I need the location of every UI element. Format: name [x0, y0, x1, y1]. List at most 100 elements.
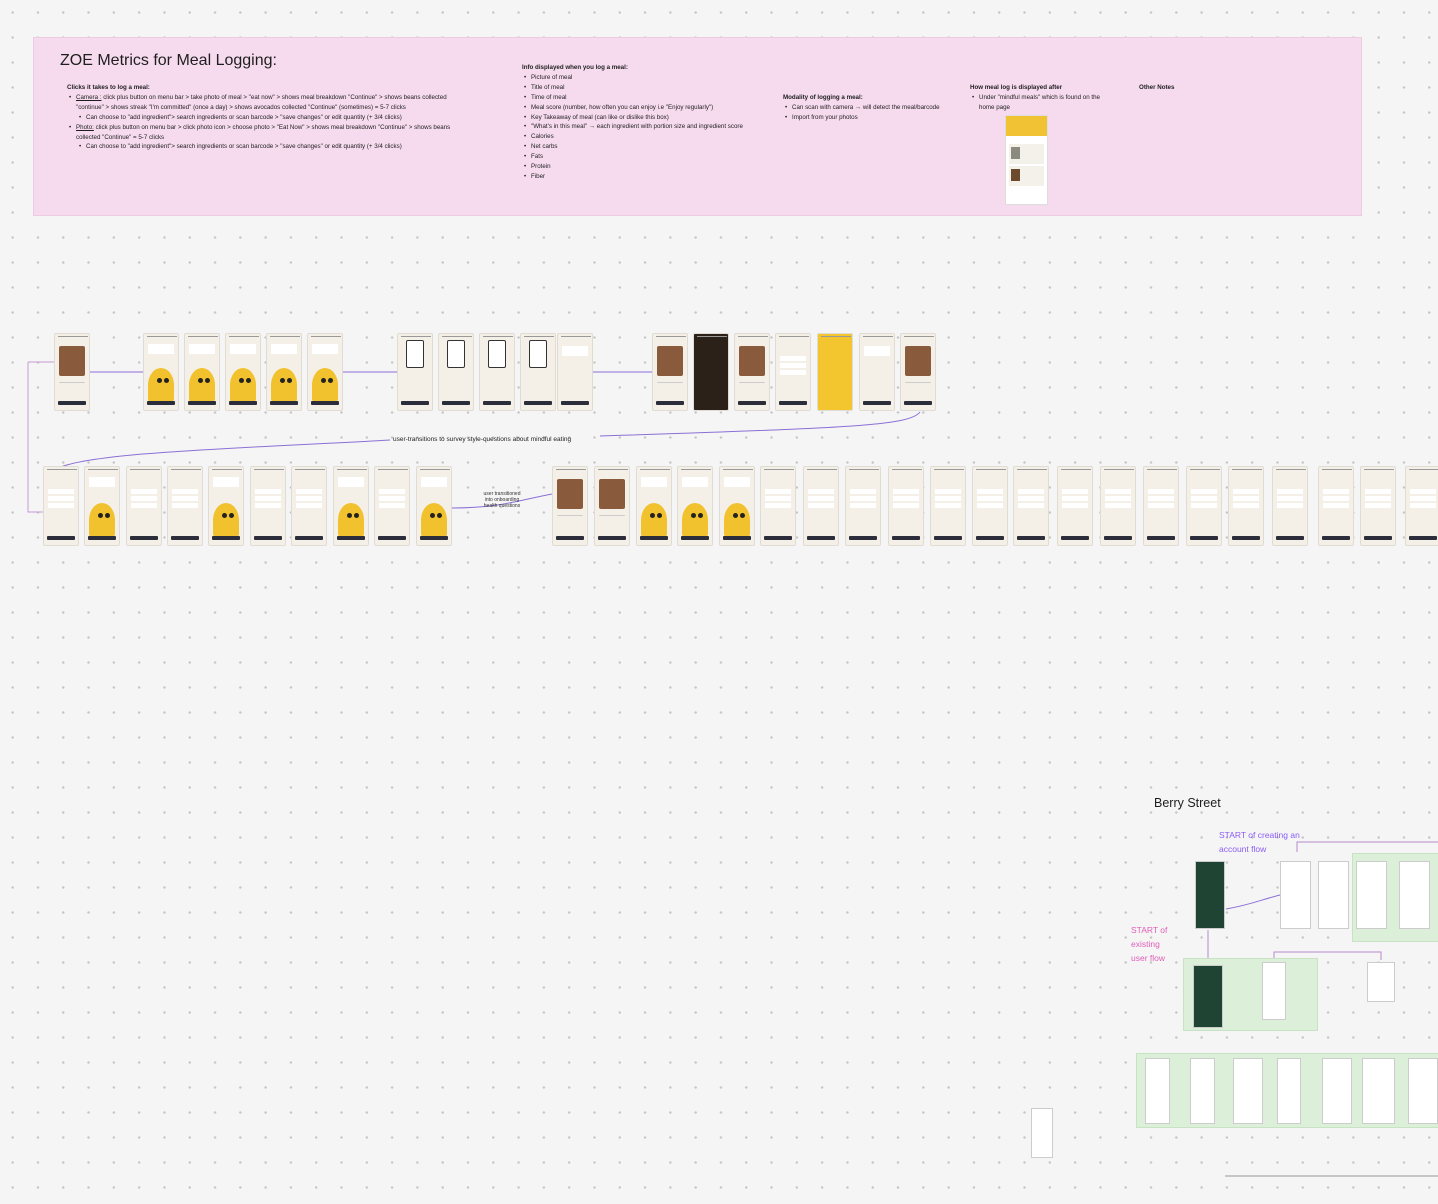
- berry-screen-frame[interactable]: [1318, 861, 1349, 929]
- continue-button[interactable]: [807, 536, 835, 540]
- app-screen-frame[interactable]: [84, 466, 120, 546]
- app-screen-frame[interactable]: [845, 466, 881, 546]
- berry-screen-frame[interactable]: [1262, 962, 1286, 1020]
- continue-button[interactable]: [442, 401, 470, 405]
- app-screen-frame[interactable]: [930, 466, 966, 546]
- continue-button[interactable]: [863, 401, 891, 405]
- continue-button[interactable]: [147, 401, 175, 405]
- app-screen-frame[interactable]: [374, 466, 410, 546]
- app-screen-frame[interactable]: [552, 466, 588, 546]
- continue-button[interactable]: [1322, 536, 1350, 540]
- continue-button[interactable]: [337, 536, 365, 540]
- app-screen-frame[interactable]: [291, 466, 327, 546]
- continue-button[interactable]: [764, 536, 792, 540]
- app-screen-frame[interactable]: [126, 466, 162, 546]
- app-screen-frame[interactable]: [1405, 466, 1438, 546]
- continue-button[interactable]: [212, 536, 240, 540]
- app-screen-frame[interactable]: [803, 466, 839, 546]
- berry-screen-frame[interactable]: [1193, 965, 1223, 1028]
- app-screen-frame[interactable]: [266, 333, 302, 411]
- berry-screen-frame[interactable]: [1277, 1058, 1301, 1124]
- app-screen-frame[interactable]: [307, 333, 343, 411]
- continue-button[interactable]: [58, 401, 86, 405]
- continue-button[interactable]: [229, 401, 257, 405]
- continue-button[interactable]: [401, 401, 429, 405]
- app-screen-frame[interactable]: [479, 333, 515, 411]
- app-screen-frame[interactable]: [416, 466, 452, 546]
- app-screen-frame[interactable]: [677, 466, 713, 546]
- app-screen-frame[interactable]: [225, 333, 261, 411]
- app-screen-frame[interactable]: [143, 333, 179, 411]
- app-screen-frame[interactable]: [1318, 466, 1354, 546]
- berry-screen-frame[interactable]: [1190, 1058, 1215, 1124]
- app-screen-frame[interactable]: [184, 333, 220, 411]
- berry-screen-frame[interactable]: [1145, 1058, 1170, 1124]
- app-screen-frame[interactable]: [972, 466, 1008, 546]
- berry-screen-frame[interactable]: [1280, 861, 1311, 929]
- continue-button[interactable]: [656, 401, 684, 405]
- app-screen-frame[interactable]: [250, 466, 286, 546]
- continue-button[interactable]: [483, 401, 511, 405]
- continue-button[interactable]: [254, 536, 282, 540]
- continue-button[interactable]: [561, 401, 589, 405]
- continue-button[interactable]: [188, 401, 216, 405]
- continue-button[interactable]: [892, 536, 920, 540]
- app-screen-frame[interactable]: [636, 466, 672, 546]
- app-screen-frame[interactable]: [859, 333, 895, 411]
- continue-button[interactable]: [849, 536, 877, 540]
- continue-button[interactable]: [934, 536, 962, 540]
- app-screen-frame[interactable]: [1360, 466, 1396, 546]
- app-screen-frame[interactable]: [397, 333, 433, 411]
- app-screen-frame[interactable]: [43, 466, 79, 546]
- app-screen-frame[interactable]: [1272, 466, 1308, 546]
- berry-screen-frame[interactable]: [1031, 1108, 1053, 1158]
- continue-button[interactable]: [378, 536, 406, 540]
- app-screen-frame[interactable]: [652, 333, 688, 411]
- continue-button[interactable]: [904, 401, 932, 405]
- app-screen-frame[interactable]: [54, 333, 90, 411]
- continue-button[interactable]: [1104, 536, 1132, 540]
- app-screen-frame[interactable]: [520, 333, 556, 411]
- app-screen-frame[interactable]: [817, 333, 853, 411]
- app-screen-frame[interactable]: [775, 333, 811, 411]
- app-screen-frame[interactable]: [734, 333, 770, 411]
- app-screen-frame[interactable]: [719, 466, 755, 546]
- app-screen-frame[interactable]: [900, 333, 936, 411]
- app-screen-frame[interactable]: [1100, 466, 1136, 546]
- continue-button[interactable]: [1364, 536, 1392, 540]
- app-screen-frame[interactable]: [1143, 466, 1179, 546]
- berry-screen-frame[interactable]: [1362, 1058, 1395, 1124]
- continue-button[interactable]: [270, 401, 298, 405]
- app-screen-frame[interactable]: [333, 466, 369, 546]
- continue-button[interactable]: [738, 401, 766, 405]
- app-screen-frame[interactable]: [208, 466, 244, 546]
- berry-screen-frame[interactable]: [1408, 1058, 1438, 1124]
- notes-sticky[interactable]: ZOE Metrics for Meal Logging: Clicks it …: [33, 37, 1362, 216]
- continue-button[interactable]: [1409, 536, 1437, 540]
- app-screen-frame[interactable]: [557, 333, 593, 411]
- continue-button[interactable]: [1147, 536, 1175, 540]
- continue-button[interactable]: [171, 536, 199, 540]
- app-screen-frame[interactable]: [167, 466, 203, 546]
- continue-button[interactable]: [976, 536, 1004, 540]
- continue-button[interactable]: [47, 536, 75, 540]
- app-screen-frame[interactable]: [1228, 466, 1264, 546]
- continue-button[interactable]: [779, 401, 807, 405]
- continue-button[interactable]: [130, 536, 158, 540]
- continue-button[interactable]: [640, 536, 668, 540]
- berry-screen-frame[interactable]: [1356, 861, 1387, 929]
- continue-button[interactable]: [681, 536, 709, 540]
- continue-button[interactable]: [1232, 536, 1260, 540]
- app-screen-frame[interactable]: [1013, 466, 1049, 546]
- berry-screen-frame[interactable]: [1322, 1058, 1352, 1124]
- app-screen-frame[interactable]: [594, 466, 630, 546]
- continue-button[interactable]: [88, 536, 116, 540]
- continue-button[interactable]: [524, 401, 552, 405]
- berry-screen-frame[interactable]: [1367, 962, 1395, 1002]
- continue-button[interactable]: [1061, 536, 1089, 540]
- berry-screen-frame[interactable]: [1195, 861, 1225, 929]
- continue-button[interactable]: [1190, 536, 1218, 540]
- continue-button[interactable]: [556, 536, 584, 540]
- continue-button[interactable]: [598, 536, 626, 540]
- continue-button[interactable]: [1017, 536, 1045, 540]
